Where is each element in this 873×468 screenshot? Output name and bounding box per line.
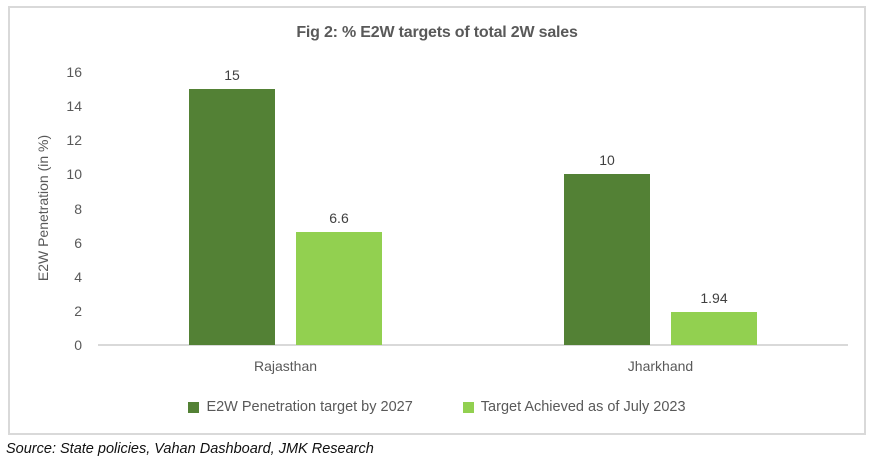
y-tick-label: 16 [66, 64, 82, 80]
legend: E2W Penetration target by 2027 Target Ach… [10, 399, 864, 415]
y-tick-label: 6 [74, 234, 82, 251]
y-axis-ticks: 0 2 4 6 8 10 12 14 16 [10, 8, 82, 433]
legend-item: Target Achieved as of July 2023 [462, 399, 686, 415]
category-label-rajasthan: Rajasthan [253, 358, 318, 374]
bar-value-label: 1.94 [700, 289, 728, 306]
y-tick-label: 4 [74, 268, 82, 285]
y-tick-label: 2 [74, 302, 82, 319]
chart-frame: Fig 2: % E2W targets of total 2W sales E… [8, 6, 866, 435]
source-note: Source: State policies, Vahan Dashboard,… [6, 441, 374, 457]
y-tick-label: 8 [74, 200, 82, 217]
bar-jharkhand-series-1 [564, 174, 650, 345]
legend-swatch-icon [462, 401, 474, 413]
bar-rajasthan-series-2 [296, 232, 382, 345]
y-tick-label: 0 [74, 337, 82, 353]
legend-label: Target Achieved as of July 2023 [480, 399, 686, 415]
legend-item: E2W Penetration target by 2027 [188, 399, 413, 415]
bar-value-label: 15 [224, 67, 240, 84]
bar-rajasthan-series-1 [189, 89, 275, 345]
category-label-jharkhand: Jharkhand [627, 358, 694, 374]
bar-value-label: 10 [599, 152, 615, 169]
legend-label: E2W Penetration target by 2027 [206, 399, 413, 415]
chart-title: Fig 2: % E2W targets of total 2W sales [296, 24, 578, 41]
x-axis-line [98, 344, 848, 346]
y-tick-label: 14 [66, 98, 82, 115]
legend-swatch-icon [188, 401, 200, 413]
bar-value-label: 6.6 [329, 210, 349, 227]
y-tick-label: 12 [66, 132, 82, 149]
bar-jharkhand-series-2 [671, 311, 757, 345]
y-tick-label: 10 [66, 166, 82, 183]
